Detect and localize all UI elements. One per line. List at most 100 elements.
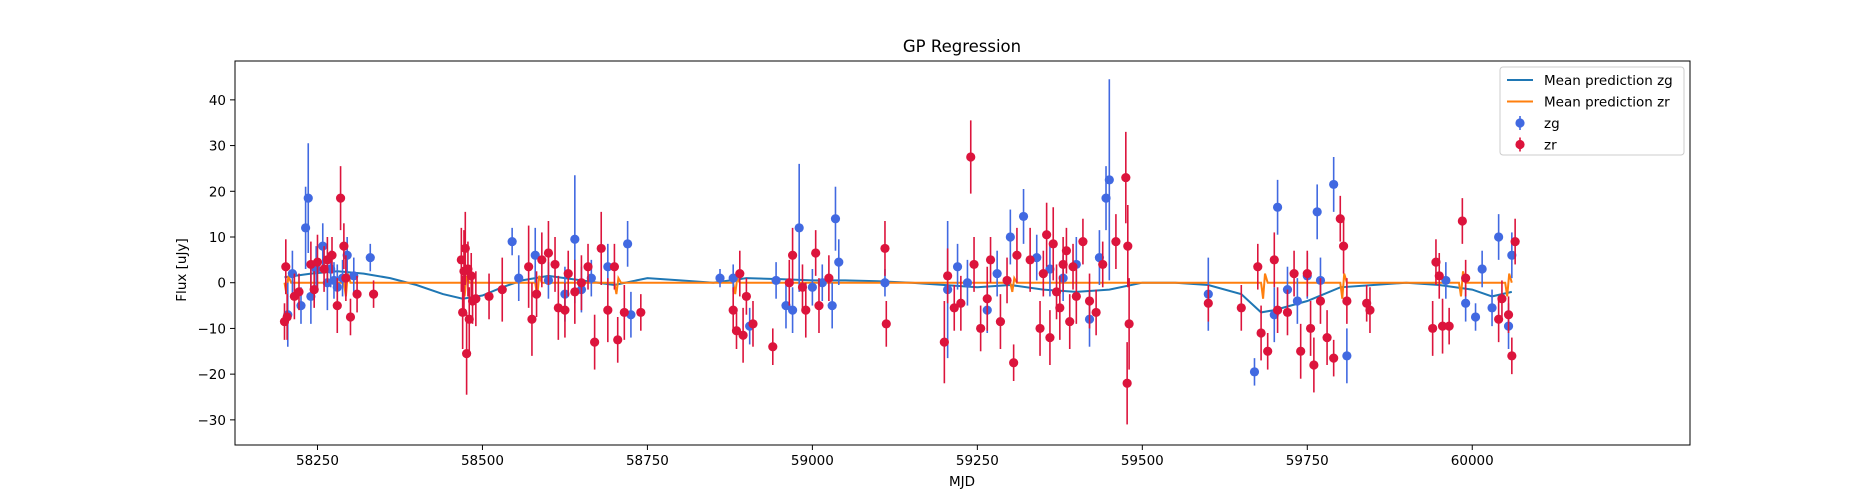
point-zr	[731, 326, 742, 336]
point-zr	[332, 300, 342, 311]
point-zg	[1477, 264, 1487, 274]
y-tick-label: 0	[217, 276, 226, 292]
y-tick-label: 30	[209, 139, 226, 155]
point-zg	[794, 223, 804, 233]
point-zr	[464, 314, 474, 324]
x-tick-label: 58500	[461, 453, 504, 469]
point-zg	[1487, 303, 1497, 313]
point-zg	[603, 262, 613, 272]
point-zr	[1269, 255, 1279, 265]
point-zr	[527, 314, 537, 324]
point-zr	[466, 271, 476, 281]
point-zg	[1018, 211, 1029, 222]
point-zr	[814, 300, 824, 311]
point-zr	[784, 278, 794, 288]
y-tick-label: 20	[209, 184, 226, 200]
axes: 58250 58500 58750 59000 59250 59500 59750 60000…	[198, 60, 1691, 469]
point-zg	[303, 193, 313, 203]
point-zr	[590, 337, 600, 347]
y-tick-label: −30	[198, 413, 227, 429]
point-zr	[576, 278, 587, 288]
point-zg	[1045, 264, 1055, 274]
point-zr	[1272, 305, 1283, 315]
point-zr	[1084, 296, 1095, 306]
point-zg	[342, 250, 352, 260]
legend-label: zg	[1544, 116, 1560, 132]
point-zg	[827, 300, 837, 311]
point-zr	[1309, 360, 1319, 370]
point-zr	[1282, 307, 1293, 318]
point-zg	[365, 252, 375, 263]
point-zr	[982, 294, 992, 304]
point-zg	[1292, 296, 1302, 306]
point-zr	[1322, 332, 1332, 343]
point-zr	[1362, 298, 1372, 308]
point-zg	[962, 278, 973, 288]
data-points	[279, 79, 1520, 425]
chart-title: GP Regression	[903, 37, 1021, 56]
point-zr	[1253, 262, 1263, 272]
point-zr	[985, 255, 996, 265]
point-zg	[1507, 250, 1517, 260]
point-zr	[1338, 241, 1349, 251]
point-zr	[1012, 250, 1022, 260]
point-zr	[543, 248, 554, 258]
point-zr	[1434, 271, 1444, 281]
point-zg	[329, 275, 339, 286]
point-zr	[613, 335, 623, 345]
point-zg	[514, 273, 524, 283]
point-zr	[1121, 172, 1131, 183]
point-zg	[623, 239, 633, 249]
point-zr	[768, 342, 778, 352]
point-zr	[1296, 346, 1306, 356]
point-zg	[992, 268, 1002, 279]
point-zr	[531, 289, 542, 299]
point-zr	[939, 337, 949, 347]
point-zg	[586, 273, 596, 283]
point-zg	[1094, 252, 1105, 263]
point-zr	[596, 243, 606, 254]
point-zr	[560, 305, 570, 315]
point-zr	[550, 259, 560, 270]
point-zr	[1065, 316, 1075, 327]
point-zr	[1203, 298, 1213, 308]
point-zr	[1124, 319, 1134, 329]
x-tick-label: 59000	[791, 453, 834, 469]
x-tick-label: 58750	[626, 453, 669, 469]
point-zr	[1457, 216, 1467, 226]
point-zr	[880, 243, 890, 254]
point-zg	[817, 278, 827, 288]
point-zr	[1078, 236, 1088, 247]
x-tick-label: 59250	[956, 453, 999, 469]
point-zr	[570, 287, 580, 297]
point-zg	[507, 236, 517, 247]
plot-frame	[234, 60, 1691, 446]
point-zg	[728, 273, 738, 283]
legend-marker-swatch	[1515, 139, 1525, 150]
x-tick-label: 60000	[1451, 453, 1494, 469]
x-tick-label: 59750	[1286, 453, 1329, 469]
point-zr	[1111, 236, 1121, 247]
point-zr	[801, 305, 811, 315]
point-zr	[281, 262, 291, 272]
point-zg	[1104, 175, 1114, 185]
point-zr	[728, 305, 738, 315]
point-zg	[1470, 312, 1481, 322]
point-zr	[1045, 332, 1055, 343]
point-zr	[1437, 321, 1448, 331]
point-zr	[1342, 296, 1352, 306]
legend-marker-swatch	[1515, 118, 1525, 128]
y-tick-label: 10	[209, 230, 226, 246]
point-zr	[603, 305, 613, 315]
point-zr	[341, 273, 351, 283]
point-zg	[715, 273, 725, 283]
legend: Mean prediction zg Mean prediction zr zg zr	[1499, 66, 1685, 156]
point-zr	[956, 298, 966, 308]
point-zr	[1025, 255, 1035, 265]
point-zr	[1068, 262, 1078, 272]
point-zr	[1236, 303, 1246, 313]
point-zr	[294, 287, 304, 297]
point-zr	[735, 268, 745, 279]
point-zr	[748, 319, 758, 329]
